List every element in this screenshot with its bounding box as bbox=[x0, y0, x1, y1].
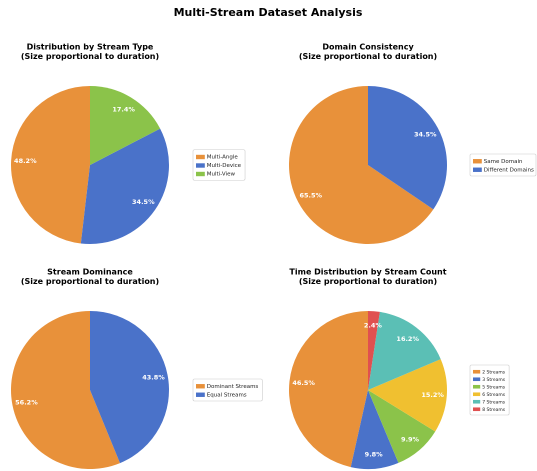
chart-subtitle: (Size proportional to duration) bbox=[21, 277, 159, 286]
slice-label: 34.5% bbox=[414, 131, 437, 139]
legend-label: 8 Streams bbox=[482, 407, 506, 413]
slice-label: 9.9% bbox=[401, 435, 420, 443]
legend-swatch bbox=[473, 167, 482, 172]
legend-box bbox=[192, 378, 263, 402]
legend-label: Different Domains bbox=[484, 167, 534, 173]
chart-subtitle: (Size proportional to duration) bbox=[299, 277, 437, 286]
legend-label: 3 Streams bbox=[482, 377, 506, 383]
pie-slice bbox=[80, 128, 169, 244]
figure-title: Multi-Stream Dataset Analysis bbox=[174, 6, 363, 19]
pie-slice bbox=[289, 86, 434, 244]
legend-label: Same Domain bbox=[484, 159, 523, 165]
slice-label: 43.8% bbox=[142, 373, 165, 381]
legend-label: Equal Streams bbox=[207, 392, 247, 398]
legend: Same Domain Different Domains bbox=[469, 153, 537, 177]
pie-slice bbox=[368, 311, 380, 390]
chart-title: Domain Consistency bbox=[322, 43, 414, 52]
legend-label: Multi-Device bbox=[207, 163, 242, 169]
pie-slice bbox=[11, 86, 90, 244]
legend-label: 5 Streams bbox=[482, 384, 506, 390]
legend-swatch bbox=[473, 369, 481, 374]
chart-subtitle: (Size proportional to duration) bbox=[299, 52, 437, 61]
legend-label: 2 Streams bbox=[482, 369, 506, 375]
slice-label: 56.2% bbox=[15, 399, 38, 407]
pie-slice bbox=[288, 311, 368, 468]
slice-label: 48.2% bbox=[14, 157, 37, 165]
slice-label: 65.5% bbox=[299, 191, 322, 199]
pie-slice bbox=[368, 311, 441, 390]
pie-slice bbox=[368, 390, 436, 463]
slice-label: 16.2% bbox=[396, 335, 419, 343]
legend-swatch bbox=[196, 384, 205, 389]
slice-label: 34.5% bbox=[132, 198, 155, 206]
pie-slice bbox=[350, 390, 399, 469]
legend-swatch bbox=[196, 171, 205, 177]
pie-slice bbox=[90, 86, 161, 165]
chart-title: Stream Dominance bbox=[47, 268, 133, 277]
slice-label: 46.5% bbox=[292, 379, 315, 387]
legend-box bbox=[469, 153, 537, 177]
legend-swatch bbox=[473, 384, 481, 389]
slice-label: 15.2% bbox=[421, 391, 444, 399]
legend-swatch bbox=[196, 392, 205, 397]
slice-label: 9.8% bbox=[365, 451, 384, 459]
pie-slice bbox=[90, 311, 169, 464]
legend: Multi-Angle Multi-Device Multi-View bbox=[192, 149, 246, 181]
pie-slice bbox=[368, 359, 448, 432]
legend-swatch bbox=[196, 154, 205, 160]
legend-swatch bbox=[196, 163, 205, 168]
legend-label: Multi-View bbox=[207, 172, 236, 178]
legend-label: 6 Streams bbox=[482, 392, 506, 398]
legend-box bbox=[192, 149, 246, 181]
chart-title: Time Distribution by Stream Count bbox=[289, 268, 446, 277]
chart-subtitle: (Size proportional to duration) bbox=[21, 52, 159, 61]
legend-label: 7 Streams bbox=[482, 399, 506, 405]
slice-label: 2.4% bbox=[364, 321, 383, 329]
pie-slice bbox=[10, 311, 121, 469]
legend-swatch bbox=[473, 399, 481, 404]
slice-label: 17.4% bbox=[112, 106, 135, 114]
legend-swatch bbox=[473, 392, 481, 397]
legend: Dominant Streams Equal Streams bbox=[192, 378, 263, 402]
legend-swatch bbox=[473, 407, 481, 412]
legend-swatch bbox=[473, 377, 481, 382]
chart-title: Distribution by Stream Type bbox=[27, 43, 154, 52]
legend-swatch bbox=[473, 159, 482, 164]
pie-slice bbox=[368, 86, 448, 210]
legend-label: Multi-Angle bbox=[207, 155, 239, 161]
legend-label: Dominant Streams bbox=[207, 384, 259, 390]
